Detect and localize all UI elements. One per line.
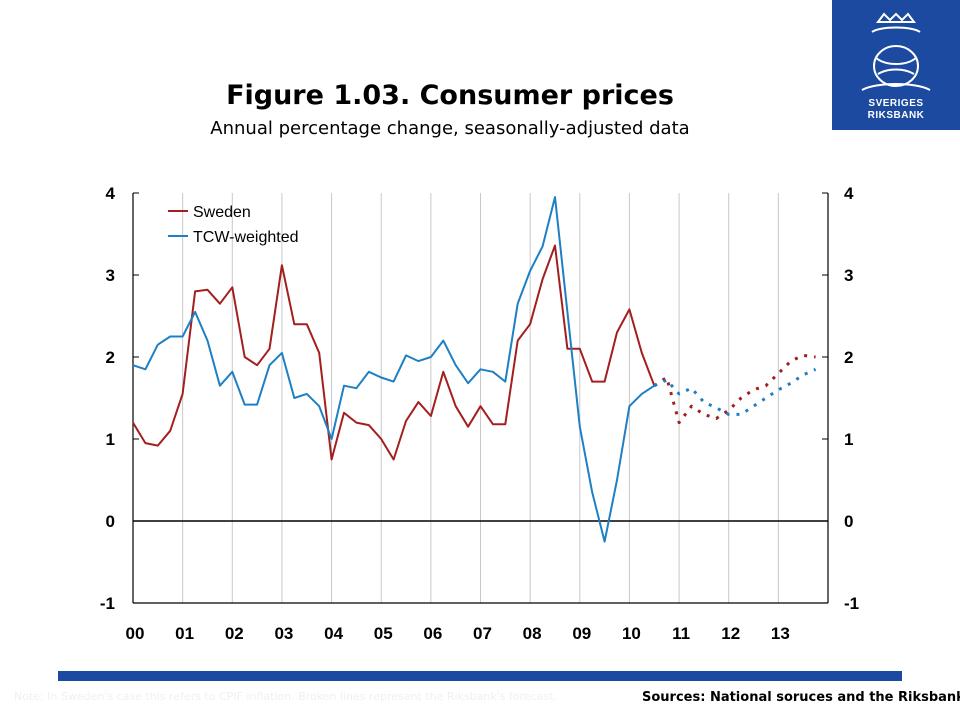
footer-bar bbox=[58, 671, 902, 681]
y-tick-label: -1 bbox=[844, 594, 859, 613]
series-line-tcw-weighted-forecast bbox=[653, 367, 817, 416]
y-tick-label: 2 bbox=[844, 348, 853, 367]
series-line-sweden bbox=[132, 244, 656, 461]
logo-line1: SVERIGES bbox=[868, 98, 924, 109]
x-tick-label: 07 bbox=[473, 624, 492, 643]
series-line-sweden-forecast bbox=[653, 353, 816, 425]
x-tick-label: 10 bbox=[622, 624, 641, 643]
y-tick-label: 1 bbox=[844, 430, 853, 449]
y-tick-label: 0 bbox=[106, 512, 115, 531]
y-axis-right-labels: -1 0 1 2 3 4 bbox=[844, 184, 859, 613]
y-tick-label: 4 bbox=[106, 184, 116, 203]
y-tick-label: 3 bbox=[106, 266, 115, 285]
y-tick-label: 2 bbox=[106, 348, 115, 367]
x-tick-label: 06 bbox=[423, 624, 442, 643]
x-tick-label: 11 bbox=[672, 624, 690, 643]
riksbank-crest-icon bbox=[861, 12, 931, 91]
y-tick-label: 3 bbox=[844, 266, 853, 285]
x-axis-labels: 00 01 02 03 04 05 06 07 08 09 10 11 12 13 bbox=[126, 624, 790, 643]
chart-title: Figure 1.03. Consumer prices bbox=[226, 80, 674, 111]
sources-text: Sources: National soruces and the Riksba… bbox=[642, 690, 960, 705]
series-line-tcw-weighted bbox=[132, 196, 655, 543]
x-tick-label: 08 bbox=[523, 624, 542, 643]
y-tick-label: 0 bbox=[844, 512, 853, 531]
chart-series bbox=[132, 196, 817, 543]
legend-label: Sweden bbox=[193, 204, 251, 221]
grid-lines bbox=[182, 193, 779, 603]
y-axis-left-labels: -1 0 1 2 3 4 bbox=[100, 184, 116, 613]
logo-line2: RIKSBANK bbox=[867, 110, 925, 121]
y-tick-label: 4 bbox=[844, 184, 854, 203]
x-tick-label: 04 bbox=[324, 624, 343, 643]
x-tick-label: 05 bbox=[374, 624, 393, 643]
footnote: Note: In Sweden's case this refers to CP… bbox=[14, 690, 558, 703]
x-tick-label: 01 bbox=[175, 624, 194, 643]
legend-label: TCW-weighted bbox=[193, 229, 299, 246]
chart-axes bbox=[132, 192, 829, 604]
y-tick-label: -1 bbox=[100, 594, 115, 613]
x-tick-label: 02 bbox=[225, 624, 244, 643]
chart-legend: Sweden TCW-weighted bbox=[168, 204, 299, 246]
y-tick-label: 1 bbox=[106, 430, 115, 449]
x-tick-label: 09 bbox=[572, 624, 591, 643]
chart-subtitle: Annual percentage change, seasonally-adj… bbox=[210, 118, 690, 139]
x-tick-label: 03 bbox=[274, 624, 293, 643]
x-tick-label: 00 bbox=[126, 624, 145, 643]
x-tick-label: 12 bbox=[721, 624, 740, 643]
riksbank-logo: SVERIGES RIKSBANK bbox=[832, 0, 960, 130]
x-tick-label: 13 bbox=[771, 624, 790, 643]
